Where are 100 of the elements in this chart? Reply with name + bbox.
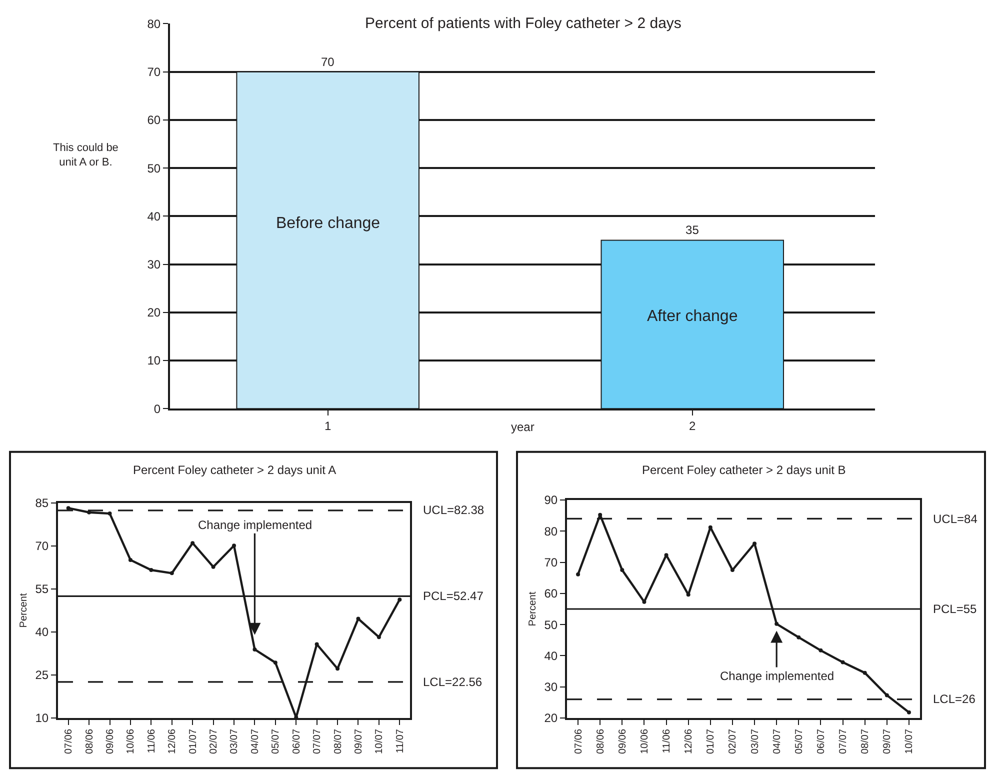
point	[796, 635, 801, 640]
y-tick-label: 25	[35, 668, 49, 682]
x-tick-label: 07/06	[64, 728, 75, 754]
x-tick-label: 10/07	[904, 728, 916, 754]
x-tick-label: 05/07	[794, 728, 805, 754]
text: This could be unit A or B.	[53, 142, 118, 168]
ref-line-label: UCL=84	[933, 512, 978, 526]
x-tick-label: 10/07	[374, 728, 386, 754]
x-tick-label: 07/06	[573, 728, 584, 754]
point	[906, 710, 911, 714]
point	[252, 647, 257, 652]
point	[708, 525, 712, 530]
x-tick-label: 07/07	[838, 728, 850, 754]
point	[398, 598, 402, 602]
y-tick-label: 0	[154, 402, 161, 416]
ref-line-label: LCL=22.56	[423, 675, 482, 689]
y-tick-label: 60	[544, 586, 558, 601]
x-tick-label: 11/07	[394, 728, 406, 754]
x-tick-label: 03/07	[750, 728, 761, 754]
y-tick-label: 55	[35, 582, 49, 596]
x-tick-label: 12/06	[167, 728, 178, 754]
y-axis-title: Percent	[528, 592, 539, 626]
x-tick-label: 10/06	[126, 728, 137, 754]
x-tick-label: 08/07	[332, 728, 344, 754]
point	[620, 568, 624, 572]
annotation: Change implemented	[720, 669, 834, 683]
point	[336, 666, 340, 671]
x-tick-label: 04/07	[772, 728, 783, 754]
x-tick-label: 03/07	[229, 728, 240, 754]
y-tick-label: 50	[147, 161, 161, 176]
y-tick-label: 70	[544, 555, 558, 570]
y-tick-label: 20	[544, 711, 558, 726]
y-tick-label: 40	[544, 648, 558, 663]
x-tick-label: 04/07	[250, 728, 261, 754]
y-tick-label: 30	[147, 257, 161, 272]
ref-line-label: UCL=82.38	[423, 503, 484, 517]
y-tick-label: 70	[35, 539, 49, 554]
point	[884, 693, 889, 698]
x-tick-label: 09/07	[882, 728, 894, 754]
chart-title: Percent Foley catheter > 2 days unit A	[133, 463, 336, 477]
point	[170, 571, 174, 576]
y-tick-label: 80	[147, 16, 161, 31]
x-tick-label: 10/06	[639, 728, 650, 754]
point	[128, 558, 132, 562]
x-tick-label: 08/06	[84, 728, 96, 754]
ref-line-label: PCL=52.47	[423, 589, 484, 603]
point	[840, 660, 845, 664]
data-label: 70	[321, 54, 335, 69]
point	[376, 635, 381, 640]
y-tick-label: 90	[544, 493, 558, 508]
point	[232, 544, 236, 548]
x-tick-label: 06/07	[816, 728, 827, 754]
point	[190, 541, 195, 546]
y-tick-label: 10	[35, 711, 49, 726]
point	[730, 568, 734, 572]
x-tick-label: 12/06	[684, 728, 695, 754]
y-tick-label: 20	[147, 306, 161, 320]
x-tick-label: 01/07	[706, 728, 717, 754]
chart-title: Percent Foley catheter > 2 days unit B	[642, 463, 846, 477]
point	[66, 506, 70, 510]
x-tick-label: 05/07	[270, 728, 282, 754]
ref-line-label: PCL=55	[933, 602, 978, 616]
point	[752, 542, 757, 546]
x-tick-label: 11/06	[662, 728, 673, 754]
x-tick-label: 02/07	[208, 728, 220, 754]
point	[862, 670, 867, 675]
x-tick-label: 2	[689, 419, 696, 434]
y-tick-label: 30	[544, 680, 558, 694]
y-tick-label: 60	[147, 113, 161, 128]
y-tick-label: 50	[544, 618, 558, 632]
x-tick-label: 02/07	[728, 728, 739, 754]
x-tick-label: 01/07	[188, 728, 199, 754]
data-label: 35	[686, 223, 700, 238]
point	[818, 648, 823, 652]
point	[356, 616, 360, 621]
y-tick-label: 10	[147, 354, 161, 368]
x-tick-label: 09/06	[105, 728, 116, 754]
annotation: After change	[647, 308, 738, 325]
x-tick-label: 06/07	[291, 728, 302, 754]
point	[211, 564, 216, 569]
x-axis-title: year	[511, 420, 534, 434]
annotation: Before change	[276, 215, 380, 232]
x-tick-label: 08/06	[595, 728, 606, 754]
point	[774, 622, 779, 626]
x-tick-label: 11/06	[146, 728, 158, 754]
y-tick-label: 70	[147, 65, 161, 80]
point	[273, 660, 278, 665]
x-tick-label: 09/07	[353, 728, 364, 754]
y-tick-label: 40	[35, 625, 49, 640]
x-tick-label: 08/07	[860, 728, 872, 754]
point	[314, 642, 319, 646]
chart-title: Percent of patients with Foley catheter > 2 days	[365, 15, 682, 32]
point	[294, 715, 298, 718]
x-tick-label: 09/06	[617, 728, 628, 754]
y-tick-label: 85	[35, 496, 49, 510]
annotation: Change implemented	[198, 518, 312, 532]
x-tick-label: 07/07	[312, 728, 324, 754]
point	[576, 572, 580, 576]
point	[108, 512, 112, 516]
point	[598, 512, 602, 517]
